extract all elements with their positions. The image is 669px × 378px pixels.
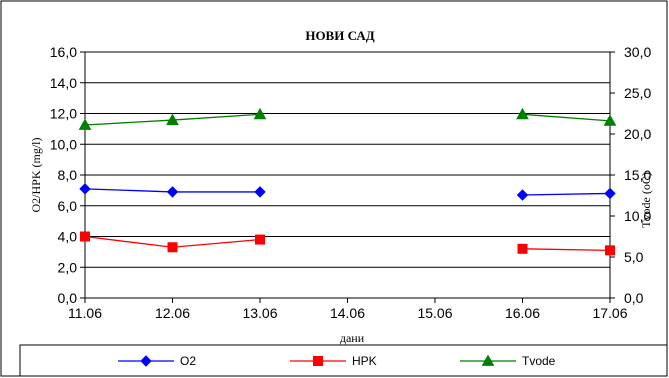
tvode-series-line (522, 113, 611, 122)
left-tick-label: 10,0 (50, 136, 77, 152)
right-tick-label: 0,0 (624, 290, 644, 306)
x-tick-label: 11.06 (68, 305, 102, 321)
o2-data-point (166, 186, 179, 198)
series-layer (78, 107, 617, 256)
o2-data-point (604, 187, 616, 200)
x-tick-label: 14.06 (330, 305, 365, 321)
x-axis-label: дани (340, 331, 365, 345)
o2-data-point (79, 183, 91, 195)
left-tick-label: 12,0 (50, 106, 77, 122)
right-tick-label: 20,0 (624, 126, 651, 142)
hpk-data-point (80, 231, 90, 242)
tvode-legend-marker (481, 354, 495, 366)
right-tick-label: 15,0 (624, 167, 651, 183)
chart-title: НОВИ САД (305, 28, 374, 43)
hpk-data-point (167, 242, 178, 253)
tvode-data-point (78, 118, 92, 130)
x-tick-label: 12.06 (155, 305, 190, 321)
o2-series-line (522, 192, 611, 196)
o2-legend-marker (140, 355, 152, 367)
tvode-data-point (253, 107, 267, 120)
right-tick-label: 5,0 (624, 249, 644, 265)
left-axis-ticks: 0,0 2,0 4,0 6,0 8,0 10,0 12,0 14,0 16,0 (50, 44, 85, 306)
left-tick-label: 2,0 (58, 259, 78, 275)
right-axis-label: Tvode (oC) (639, 172, 653, 228)
x-tick-label: 13.06 (242, 305, 277, 321)
hpk-data-point (517, 243, 528, 254)
right-axis-ticks: 0,0 5,0 10,0 15,0 20,0 25,0 30,0 (610, 44, 651, 306)
x-axis-ticks: 11.06 12.06 13.06 14.06 15.06 16.06 17.06 (68, 298, 628, 321)
hpk-series-line (522, 248, 611, 251)
hpk-legend-marker (313, 356, 323, 366)
x-tick-label: 15.06 (417, 305, 452, 321)
hpk-legend-label: HPK (352, 354, 377, 368)
grid-lines (85, 51, 610, 268)
tvode-legend-label: Tvode (522, 354, 556, 368)
o2-data-point (254, 186, 266, 198)
x-tick-label: 17.06 (592, 305, 627, 321)
left-tick-label: 14,0 (50, 75, 77, 91)
o2-legend-label: O2 (180, 354, 196, 368)
left-tick-label: 0,0 (58, 290, 78, 306)
right-tick-label: 25,0 (624, 85, 651, 101)
hpk-data-point (605, 245, 615, 256)
tvode-data-point (166, 113, 179, 125)
left-tick-label: 8,0 (58, 167, 78, 183)
tvode-data-point (516, 107, 529, 120)
o2-data-point (516, 189, 529, 201)
left-axis-label: O2/HPK (mg/l) (29, 137, 43, 212)
left-tick-label: 6,0 (58, 198, 78, 214)
legend: O2 HPK Tvode (118, 354, 556, 368)
right-tick-label: 10,0 (624, 208, 651, 224)
hpk-data-point (255, 234, 265, 245)
left-tick-label: 4,0 (58, 229, 78, 245)
x-tick-label: 16.06 (505, 305, 540, 321)
left-tick-label: 16,0 (50, 44, 77, 60)
tvode-data-point (603, 114, 617, 126)
right-tick-label: 30,0 (624, 44, 651, 60)
